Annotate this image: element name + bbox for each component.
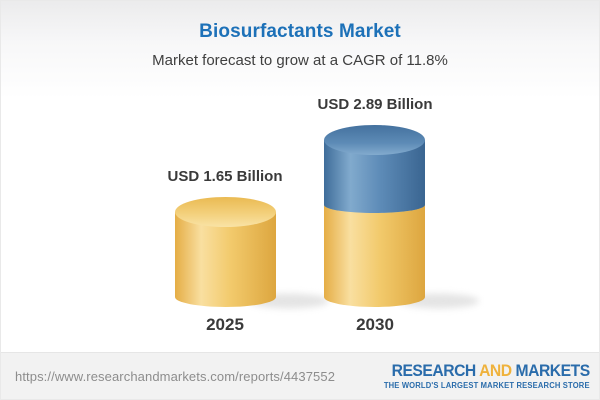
cylinder-chart-canvas (175, 125, 479, 309)
bar-2025-cylinder (175, 197, 276, 307)
value-label-2030: USD 2.89 Billion (317, 96, 433, 113)
report-url[interactable]: https://www.researchandmarkets.com/repor… (15, 369, 336, 384)
research-and-markets-logo: RESEARCH AND MARKETS THE WORLD'S LARGEST… (384, 363, 590, 391)
category-label-2030: 2030 (356, 315, 394, 334)
chart-header: Biosurfactants Market Market forecast to… (0, 0, 600, 69)
page-title: Biosurfactants Market (199, 21, 401, 42)
value-label-2025: USD 1.65 Billion (167, 168, 283, 185)
logo-tagline: THE WORLD'S LARGEST MARKET RESEARCH STOR… (384, 381, 590, 391)
category-label-2025: 2025 (206, 315, 244, 334)
chart-subtitle: Market forecast to grow at a CAGR of 11.… (152, 52, 448, 69)
bar-2030-cylinder (324, 125, 425, 307)
logo-word-markets: MARKETS (515, 361, 591, 380)
logo-word-research: RESEARCH (391, 361, 477, 380)
footer-bar: https://www.researchandmarkets.com/repor… (0, 352, 600, 400)
chart-stage: Biosurfactants Market Market forecast to… (0, 0, 600, 352)
logo-word-and: AND (479, 361, 512, 380)
logo-wordmark: RESEARCH AND MARKETS (384, 361, 591, 380)
